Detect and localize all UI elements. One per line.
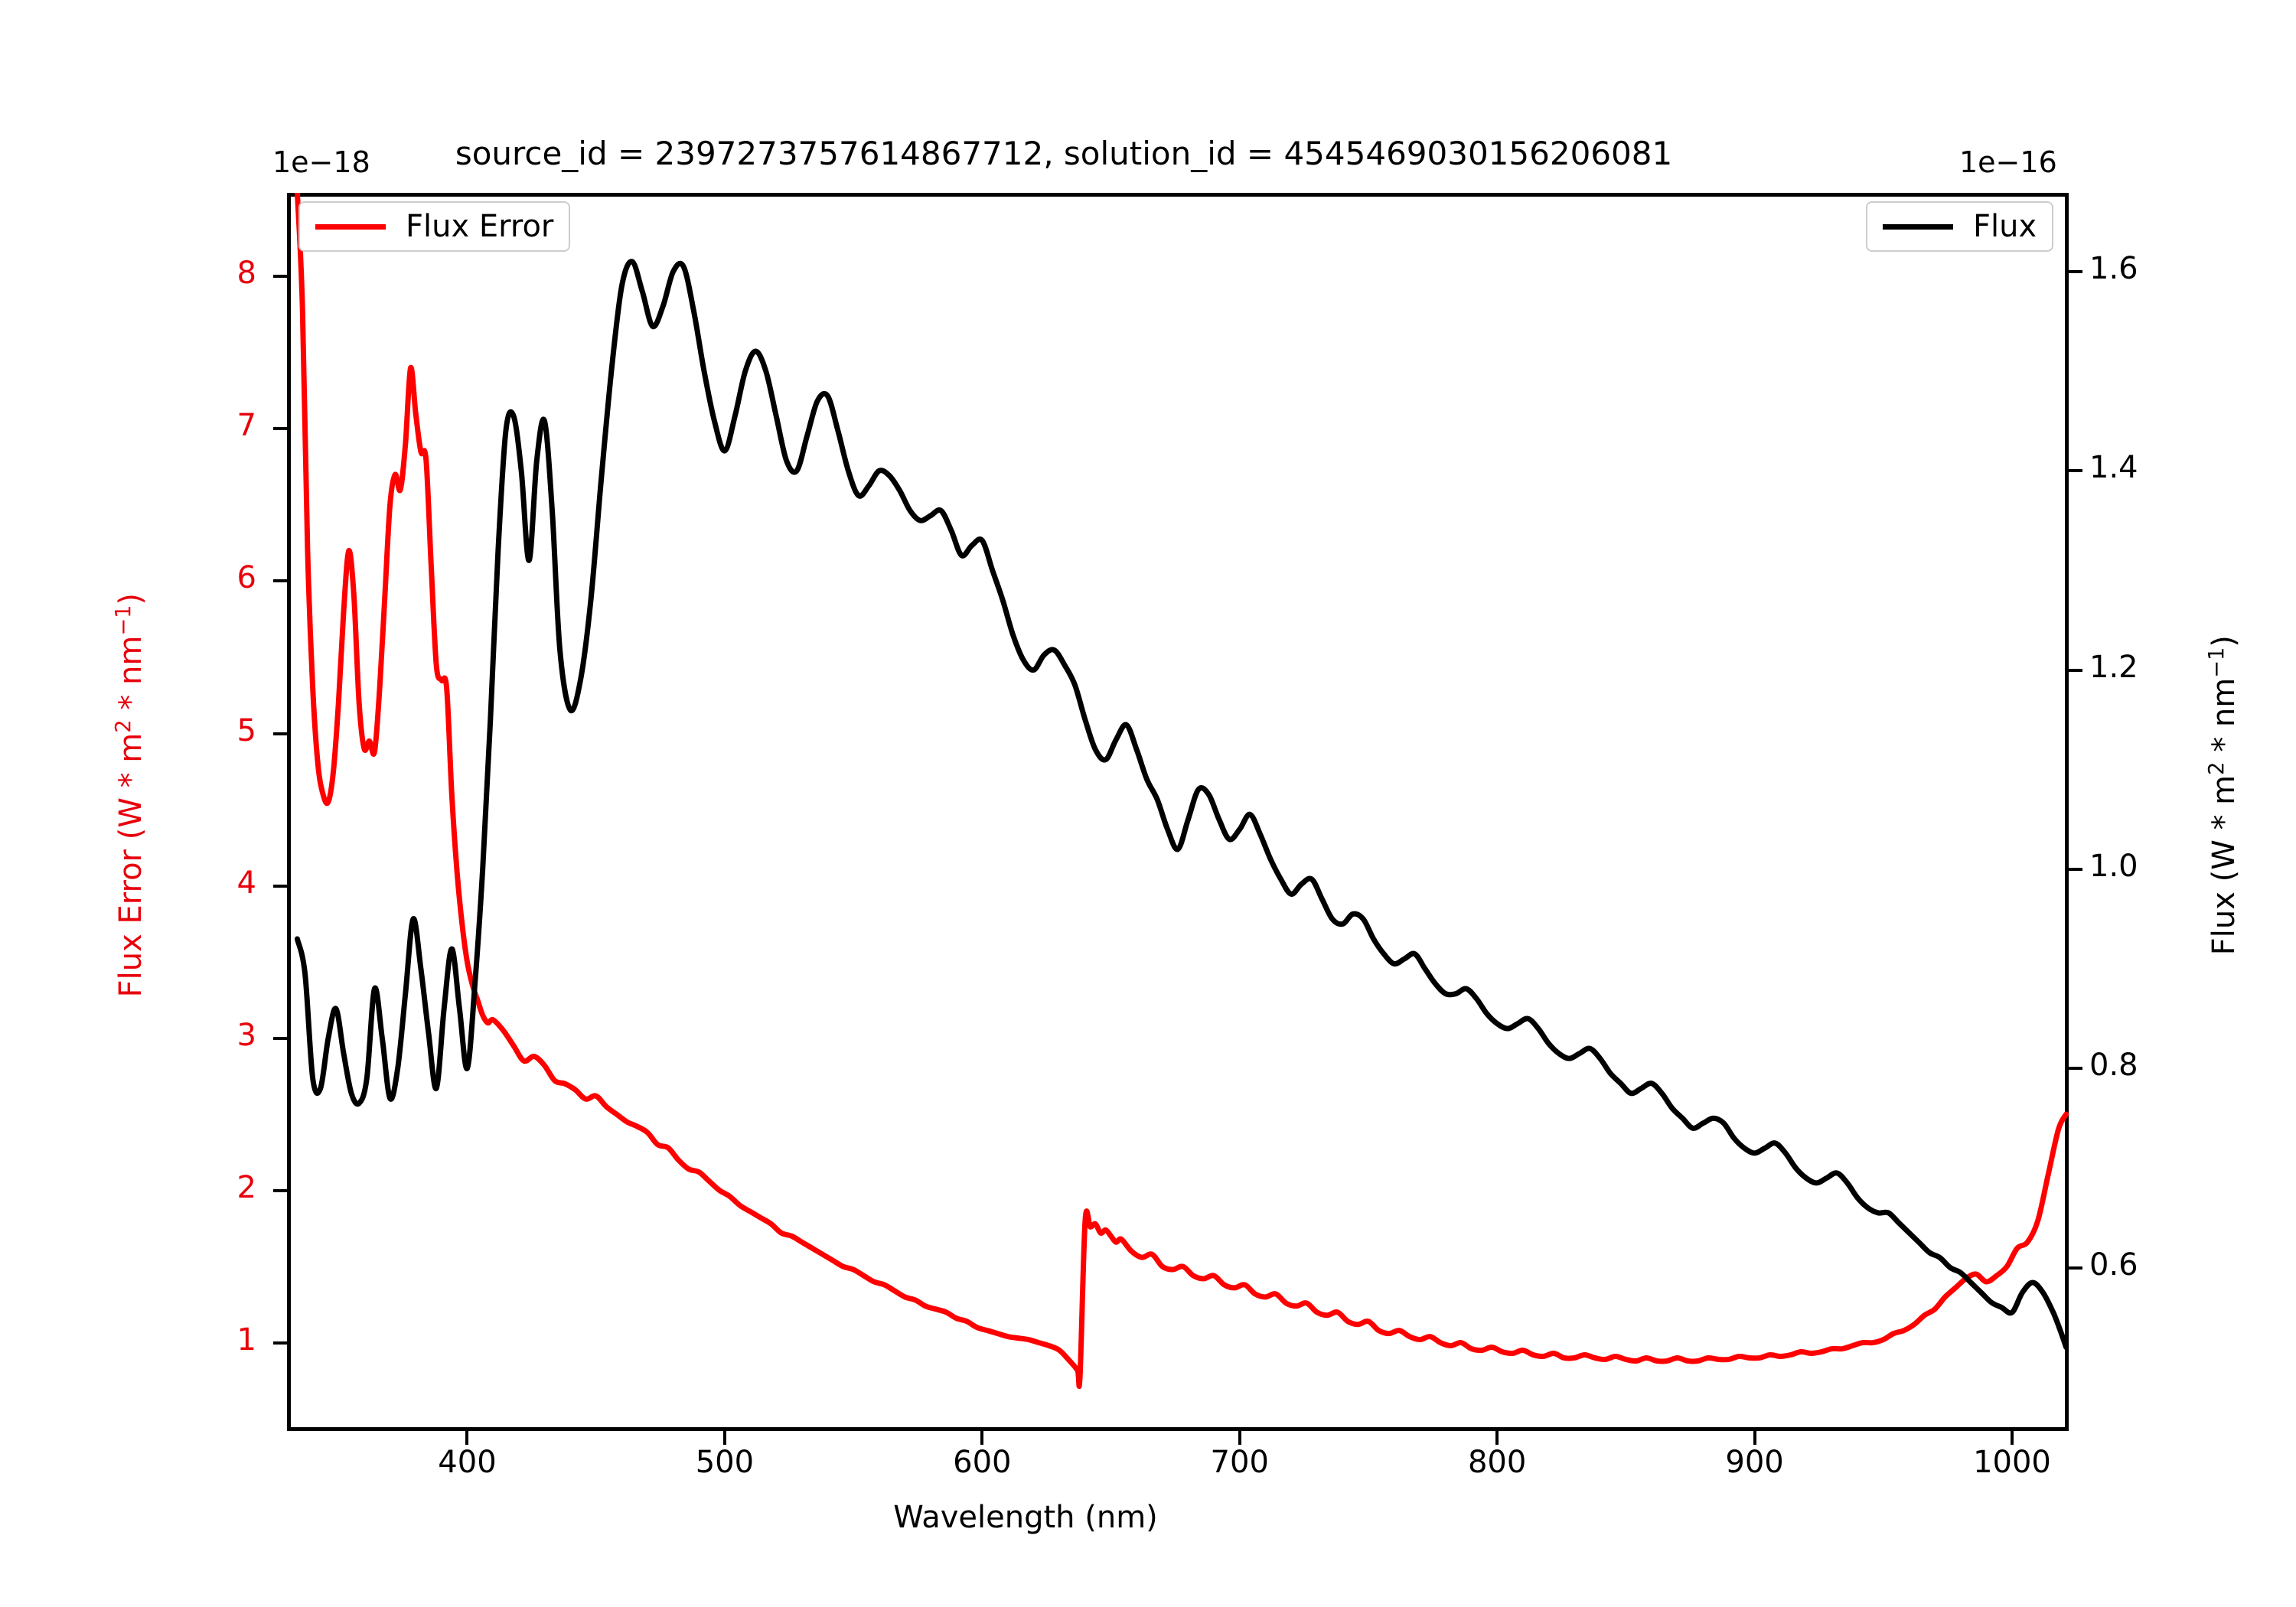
left-axis-tickmark xyxy=(273,1341,287,1345)
legend-swatch-flux xyxy=(1883,223,1953,230)
left-axis-tick-label: 4 xyxy=(236,865,256,901)
left-axis-tickmark xyxy=(273,579,287,583)
left-axis-tickmark xyxy=(273,732,287,735)
plot-axes-frame xyxy=(287,193,2069,1431)
right-axis-label: Flux (W * m2 * nm−1) xyxy=(2204,635,2242,956)
x-axis-tickmark xyxy=(2010,1431,2014,1445)
right-axis-tick-label: 0.6 xyxy=(2089,1247,2138,1283)
left-axis-tickmark xyxy=(273,427,287,431)
right-axis-tick-label: 0.8 xyxy=(2089,1048,2138,1084)
right-axis-tickmark xyxy=(2069,269,2082,273)
x-axis-tick-label: 400 xyxy=(438,1445,497,1480)
x-axis-tick-label: 800 xyxy=(1467,1445,1527,1480)
legend-label-flux-error: Flux Error xyxy=(406,209,554,244)
right-axis-tickmark xyxy=(2069,867,2082,871)
left-axis-tick-label: 1 xyxy=(236,1322,256,1358)
left-axis-tick-label: 3 xyxy=(236,1017,256,1053)
x-axis-label: Wavelength (nm) xyxy=(893,1500,1158,1535)
x-axis-tickmark xyxy=(1238,1431,1241,1445)
left-axis-label: Flux Error (W * m2 * nm−1) xyxy=(111,592,149,998)
legend-swatch-flux-error xyxy=(315,223,386,230)
x-axis-tickmark xyxy=(1495,1431,1499,1445)
left-axis-tick-label: 6 xyxy=(236,560,256,596)
x-axis-tick-label: 1000 xyxy=(1973,1445,2051,1480)
left-axis-tick-label: 8 xyxy=(236,256,256,292)
series-line-flux xyxy=(294,259,2069,1351)
left-axis-tickmark xyxy=(273,1036,287,1040)
series-line-flux-error xyxy=(294,193,2069,1389)
right-axis-tickmark xyxy=(2069,668,2082,672)
x-axis-tick-label: 900 xyxy=(1725,1445,1784,1480)
x-axis-tick-label: 700 xyxy=(1210,1445,1269,1480)
left-axis-tick-label: 5 xyxy=(236,712,256,748)
right-axis-tick-label: 1.0 xyxy=(2089,848,2138,884)
x-axis-tickmark xyxy=(1753,1431,1756,1445)
legend-flux-error[interactable]: Flux Error xyxy=(298,201,571,252)
legend-flux[interactable]: Flux xyxy=(1866,201,2054,252)
left-axis-tickmark xyxy=(273,275,287,279)
right-axis-tick-label: 1.4 xyxy=(2089,450,2138,486)
left-axis-tick-label: 2 xyxy=(236,1169,256,1205)
left-axis-tickmark xyxy=(273,884,287,888)
x-axis-tickmark xyxy=(465,1431,469,1445)
right-axis-tick-label: 1.6 xyxy=(2089,250,2138,286)
left-axis-offset-text: 1e−18 xyxy=(272,145,370,179)
page-title: source_id = 2397273757614867712, solutio… xyxy=(455,135,1673,172)
right-axis-tickmark xyxy=(2069,469,2082,473)
x-axis-tickmark xyxy=(722,1431,726,1445)
left-axis-tick-label: 7 xyxy=(236,408,256,444)
plot-curves xyxy=(294,193,2069,1389)
legend-label-flux: Flux xyxy=(1973,209,2037,244)
x-axis-tick-label: 500 xyxy=(695,1445,755,1480)
left-axis-tickmark xyxy=(273,1188,287,1192)
right-axis-offset-text: 1e−16 xyxy=(1959,145,2057,179)
x-axis-tick-label: 600 xyxy=(953,1445,1012,1480)
right-axis-tick-label: 1.2 xyxy=(2089,649,2138,685)
right-axis-tickmark xyxy=(2069,1266,2082,1270)
x-axis-tickmark xyxy=(980,1431,984,1445)
right-axis-tickmark xyxy=(2069,1067,2082,1071)
